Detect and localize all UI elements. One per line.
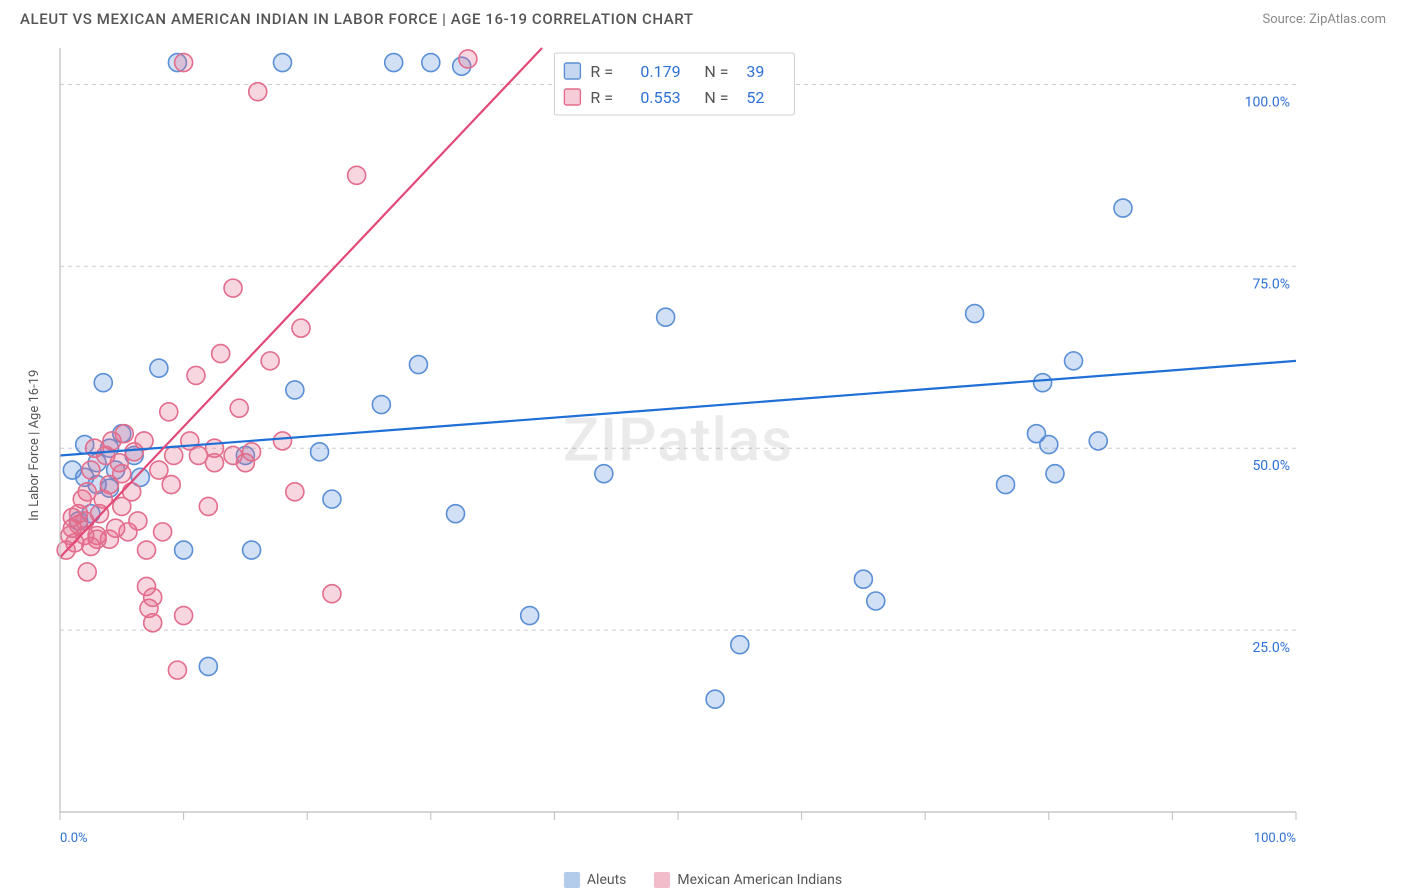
stats-swatch [564,63,580,79]
stats-r-value: 0.179 [640,62,680,81]
y-tick-label: 75.0% [1252,276,1290,292]
source-prefix: Source: [1262,12,1309,27]
data-point-mexican [212,345,230,363]
data-point-aleuts [422,54,440,72]
data-point-aleuts [966,305,984,323]
y-tick-label: 25.0% [1252,640,1290,656]
stats-n-value: 52 [746,88,764,107]
data-point-aleuts [199,657,217,675]
data-point-mexican [224,279,242,297]
x-max-label: 100.0% [1254,831,1296,846]
data-point-aleuts [657,308,675,326]
source-link[interactable]: ZipAtlas.com [1309,12,1386,27]
legend-item-mexican: Mexican American Indians [654,872,842,888]
data-point-aleuts [595,465,613,483]
y-tick-label: 50.0% [1252,458,1290,474]
data-point-aleuts [447,505,465,523]
stats-n-value: 39 [746,62,764,81]
data-point-mexican [292,319,310,337]
data-point-aleuts [150,359,168,377]
stats-r-label: R = [590,62,613,81]
y-axis-title: In Labor Force | Age 16-19 [27,370,42,521]
data-point-mexican [129,512,147,530]
data-point-aleuts [94,374,112,392]
legend-item-aleuts: Aleuts [564,872,626,888]
stats-n-label: N = [704,88,728,107]
scatter-chart: 25.0%50.0%75.0%100.0%ZIPatlas0.0%100.0%I… [20,40,1386,852]
data-point-mexican [154,523,172,541]
chart-area: 25.0%50.0%75.0%100.0%ZIPatlas0.0%100.0%I… [20,40,1386,852]
data-point-aleuts [854,570,872,588]
data-point-mexican [199,497,217,515]
data-point-mexican [138,541,156,559]
chart-title: ALEUT VS MEXICAN AMERICAN INDIAN IN LABO… [20,10,694,28]
data-point-aleuts [731,636,749,654]
data-point-aleuts [409,356,427,374]
legend-label: Aleuts [587,872,626,888]
data-point-aleuts [311,443,329,461]
data-point-aleuts [706,690,724,708]
data-point-mexican [243,443,261,461]
data-point-aleuts [243,541,261,559]
data-point-aleuts [997,476,1015,494]
stats-r-label: R = [590,88,613,107]
data-point-mexican [273,432,291,450]
data-point-aleuts [1065,352,1083,370]
data-point-aleuts [1089,432,1107,450]
data-point-mexican [135,432,153,450]
data-point-aleuts [521,607,539,625]
data-point-mexican [78,563,96,581]
data-point-aleuts [1114,199,1132,217]
stats-swatch [564,89,580,105]
data-point-aleuts [1046,465,1064,483]
data-point-mexican [206,439,224,457]
data-point-mexican [189,446,207,464]
data-point-aleuts [286,381,304,399]
data-point-mexican [187,366,205,384]
data-point-mexican [286,483,304,501]
data-point-mexican [459,50,477,68]
data-point-aleuts [175,541,193,559]
data-point-mexican [78,483,96,501]
data-point-aleuts [323,490,341,508]
data-point-aleuts [1034,374,1052,392]
data-point-mexican [144,614,162,632]
data-point-mexican [323,585,341,603]
legend-swatch [564,872,580,888]
data-point-mexican [175,607,193,625]
data-point-mexican [123,483,141,501]
data-point-mexican [261,352,279,370]
data-point-mexican [168,661,186,679]
data-point-aleuts [372,396,390,414]
data-point-mexican [113,465,131,483]
legend-swatch [654,872,670,888]
data-point-mexican [165,446,183,464]
data-point-mexican [230,399,248,417]
data-point-mexican [162,476,180,494]
data-point-mexican [150,461,168,479]
data-point-aleuts [385,54,403,72]
legend: Aleuts Mexican American Indians [0,872,1406,888]
y-tick-label: 100.0% [1245,94,1290,110]
data-point-mexican [249,83,267,101]
data-point-mexican [144,588,162,606]
source-label: Source: ZipAtlas.com [1262,12,1386,27]
data-point-mexican [348,166,366,184]
legend-label: Mexican American Indians [677,872,842,888]
data-point-aleuts [1040,436,1058,454]
stats-r-value: 0.553 [640,88,680,107]
trend-line-mexican [60,48,542,557]
data-point-mexican [115,425,133,443]
data-point-aleuts [867,592,885,610]
data-point-mexican [160,403,178,421]
data-point-aleuts [273,54,291,72]
stats-n-label: N = [704,62,728,81]
data-point-mexican [175,54,193,72]
data-point-mexican [82,461,100,479]
x-min-label: 0.0% [60,831,88,846]
